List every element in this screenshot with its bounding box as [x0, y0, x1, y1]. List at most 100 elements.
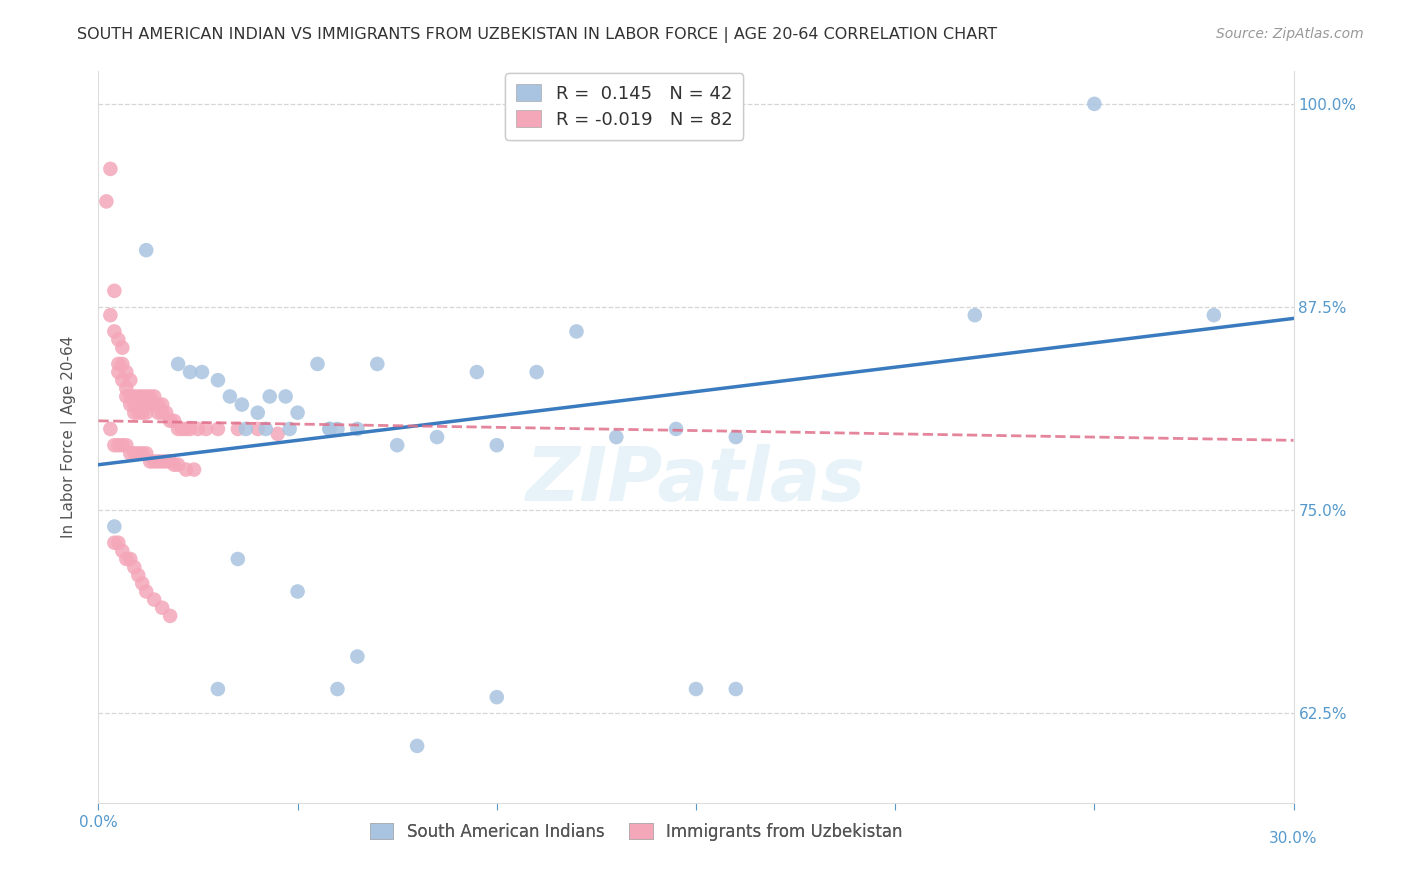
Point: [366, 357, 388, 371]
Point: [665, 422, 688, 436]
Point: [326, 681, 349, 696]
Point: [150, 406, 173, 420]
Point: [98, 422, 122, 436]
Point: [191, 365, 214, 379]
Point: [96, 194, 118, 209]
Point: [1083, 96, 1105, 111]
Point: [124, 560, 146, 574]
Point: [115, 389, 138, 403]
Point: [107, 357, 129, 371]
Point: [326, 422, 349, 436]
Point: [143, 398, 166, 412]
Point: [115, 381, 138, 395]
Point: [724, 681, 747, 696]
Point: [226, 422, 249, 436]
Point: [111, 341, 134, 355]
Point: [159, 454, 181, 468]
Text: SOUTH AMERICAN INDIAN VS IMMIGRANTS FROM UZBEKISTAN IN LABOR FORCE | AGE 20-64 C: SOUTH AMERICAN INDIAN VS IMMIGRANTS FROM…: [77, 27, 997, 43]
Point: [103, 519, 125, 533]
Point: [179, 422, 201, 436]
Point: [143, 454, 166, 468]
Point: [159, 414, 181, 428]
Point: [150, 398, 173, 412]
Point: [183, 462, 205, 476]
Point: [172, 422, 194, 436]
Point: [120, 446, 142, 460]
Point: [318, 422, 340, 436]
Point: [174, 462, 197, 476]
Point: [163, 414, 186, 428]
Point: [195, 422, 218, 436]
Point: [120, 398, 142, 412]
Point: [287, 584, 309, 599]
Point: [103, 438, 125, 452]
Point: [155, 454, 177, 468]
Point: [115, 438, 138, 452]
Point: [135, 398, 157, 412]
Point: [115, 365, 138, 379]
Point: [254, 422, 277, 436]
Point: [465, 365, 488, 379]
Point: [135, 446, 157, 460]
Point: [135, 389, 157, 403]
Point: [111, 438, 134, 452]
Point: [307, 357, 329, 371]
Point: [135, 243, 157, 257]
Point: [406, 739, 429, 753]
Point: [148, 398, 170, 412]
Point: [163, 458, 186, 472]
Point: [131, 389, 153, 403]
Point: [207, 373, 229, 387]
Point: [120, 389, 142, 403]
Point: [127, 446, 149, 460]
Point: [159, 608, 181, 623]
Point: [103, 325, 125, 339]
Point: [127, 389, 149, 403]
Point: [235, 422, 257, 436]
Point: [187, 422, 209, 436]
Point: [207, 681, 229, 696]
Point: [131, 406, 153, 420]
Point: [107, 535, 129, 549]
Point: [107, 365, 129, 379]
Text: Source: ZipAtlas.com: Source: ZipAtlas.com: [1216, 27, 1364, 41]
Point: [127, 406, 149, 420]
Point: [179, 365, 201, 379]
Point: [107, 333, 129, 347]
Point: [139, 454, 162, 468]
Text: ZIPatlas: ZIPatlas: [526, 444, 866, 517]
Point: [167, 357, 190, 371]
Point: [155, 406, 177, 420]
Point: [346, 649, 368, 664]
Point: [219, 389, 242, 403]
Point: [124, 398, 146, 412]
Point: [139, 389, 162, 403]
Point: [131, 446, 153, 460]
Point: [120, 373, 142, 387]
Y-axis label: In Labor Force | Age 20-64: In Labor Force | Age 20-64: [60, 336, 77, 538]
Point: [724, 430, 747, 444]
Point: [135, 584, 157, 599]
Point: [259, 389, 281, 403]
Point: [131, 576, 153, 591]
Point: [346, 422, 368, 436]
Point: [124, 446, 146, 460]
Point: [605, 430, 627, 444]
Point: [526, 365, 548, 379]
Point: [120, 552, 142, 566]
Point: [127, 398, 149, 412]
Legend: South American Indians, Immigrants from Uzbekistan: South American Indians, Immigrants from …: [361, 814, 911, 849]
Point: [287, 406, 309, 420]
Point: [685, 681, 707, 696]
Point: [124, 389, 146, 403]
Point: [485, 690, 508, 705]
Point: [167, 458, 190, 472]
Point: [143, 389, 166, 403]
Point: [107, 438, 129, 452]
Point: [246, 422, 269, 436]
Point: [267, 426, 290, 441]
Point: [115, 552, 138, 566]
Text: 30.0%: 30.0%: [1270, 831, 1317, 847]
Point: [98, 308, 122, 322]
Point: [150, 600, 173, 615]
